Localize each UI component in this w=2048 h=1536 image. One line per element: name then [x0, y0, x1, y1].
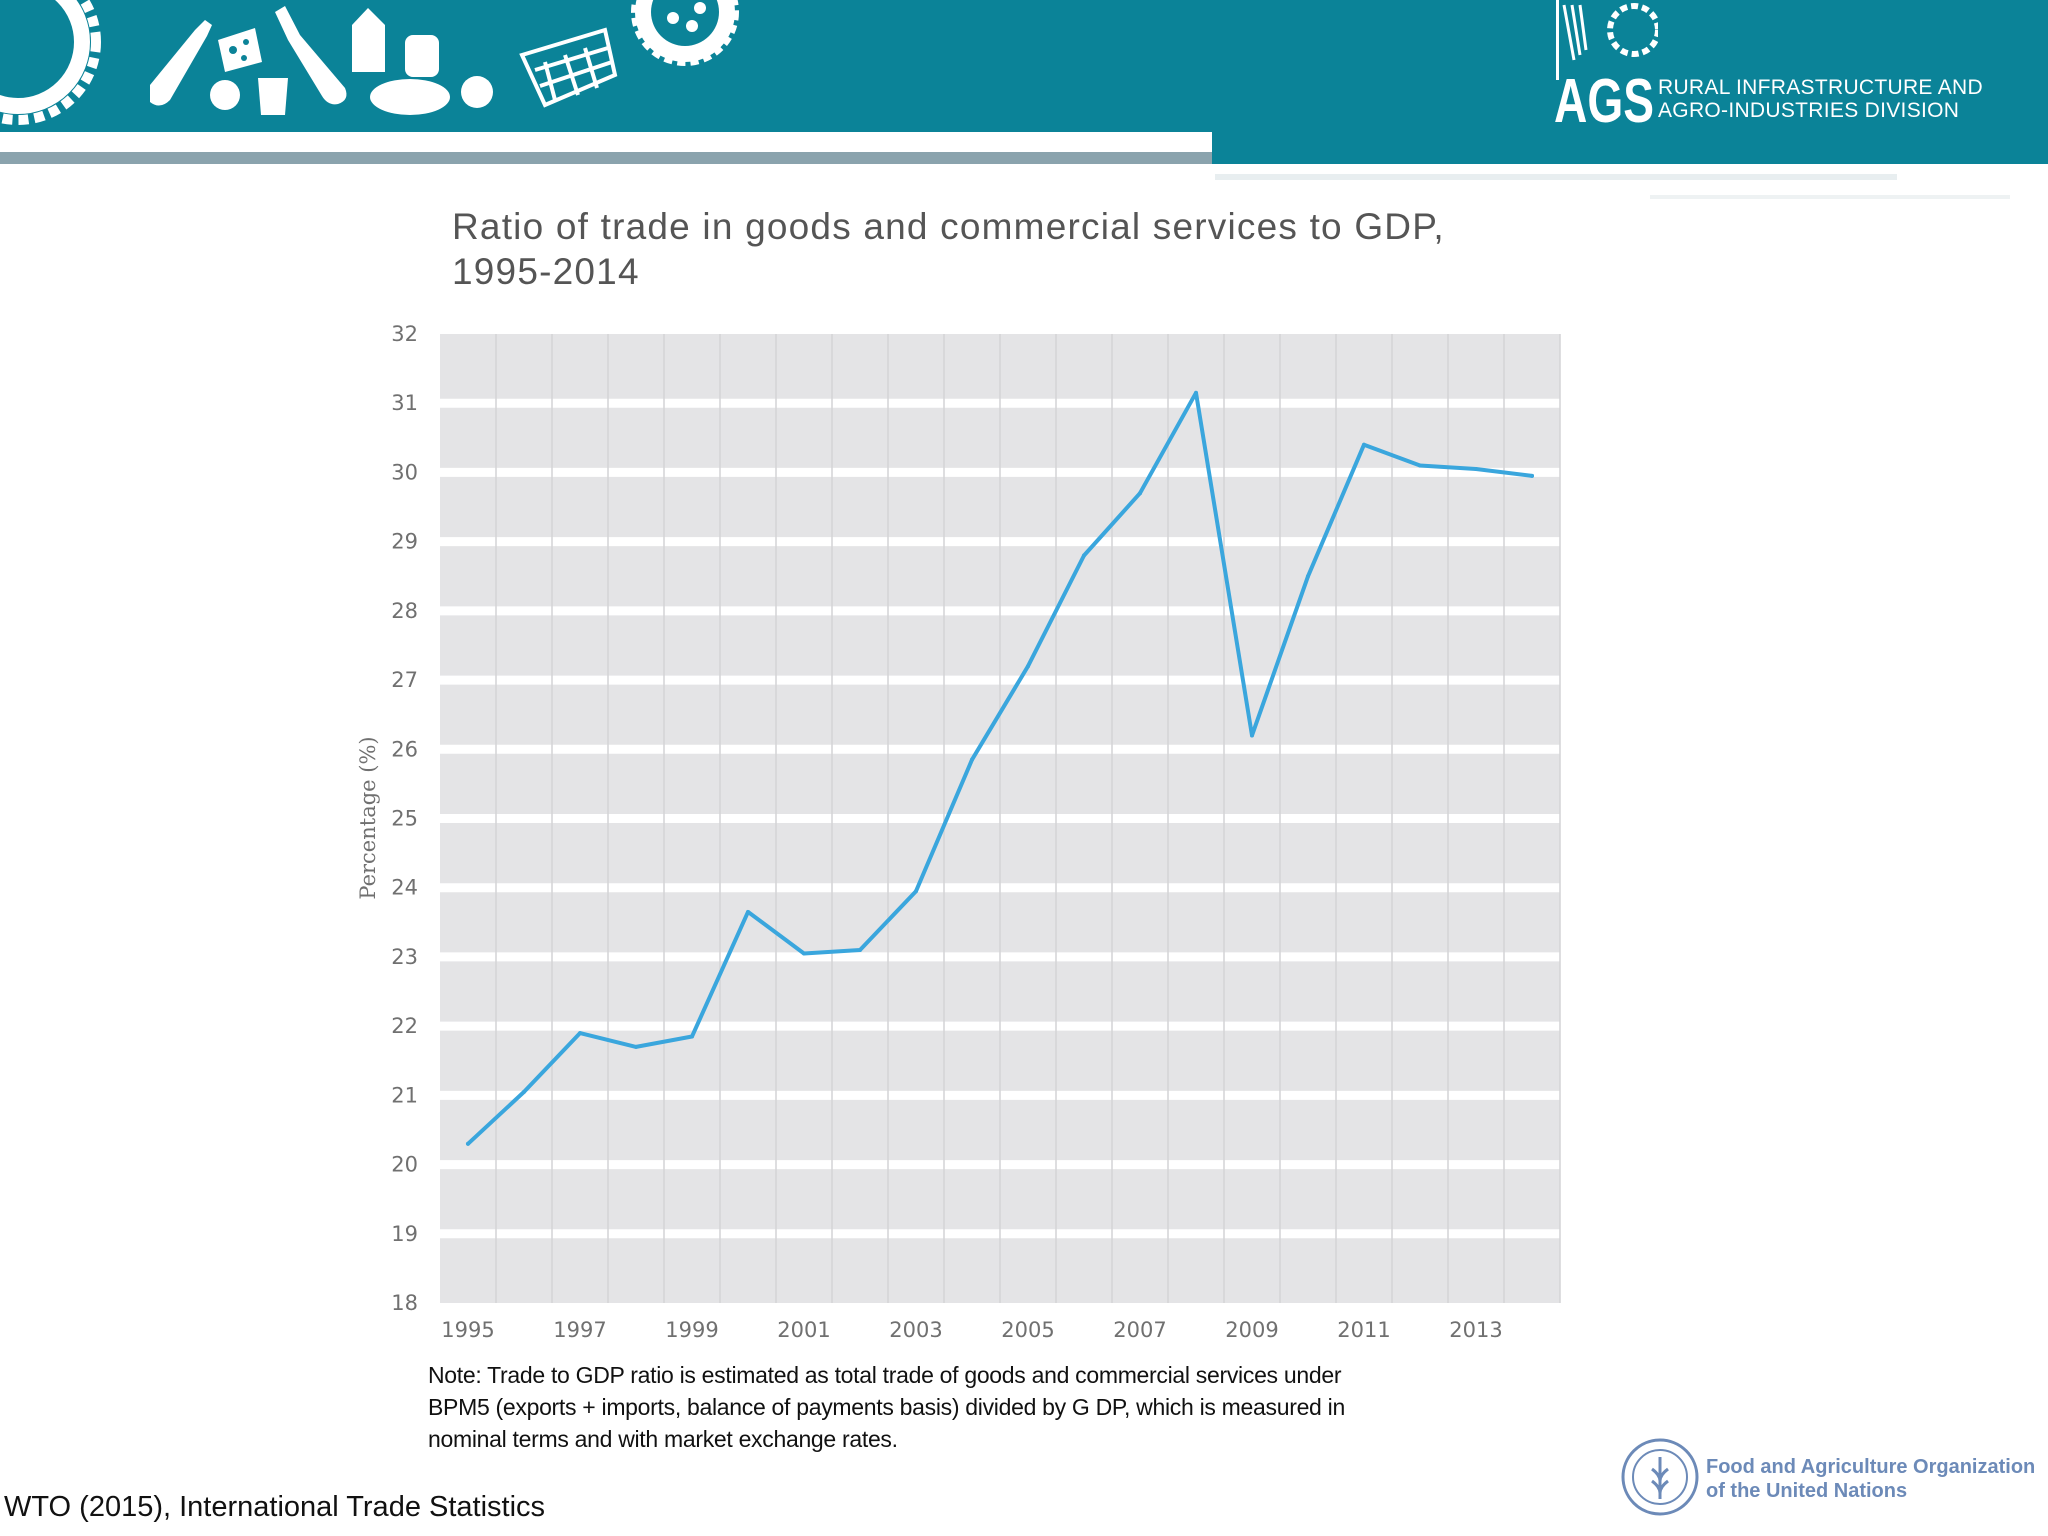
x-tick-label: 2003: [889, 1318, 942, 1342]
y-tick-label: 27: [391, 668, 418, 692]
fao-name: Food and Agriculture Organization of the…: [1706, 1455, 2035, 1503]
cup-icon: [258, 78, 288, 115]
data-point: [1474, 466, 1478, 471]
chart-title-line2: 1995-2014: [452, 251, 640, 292]
x-tick-label: 2011: [1337, 1318, 1390, 1342]
series-line: [466, 390, 1534, 1146]
y-axis-tick-labels: 18 19 20 21 22 23 24 25 26 27 28 29 30 31 32: [391, 322, 418, 1315]
data-point: [634, 1044, 638, 1049]
cheese-icon: [218, 28, 262, 72]
x-tick-label: 2001: [777, 1318, 830, 1342]
vertical-gridlines: [495, 334, 1561, 1303]
data-point: [1138, 491, 1142, 496]
data-point: [970, 757, 974, 762]
basket-icon: [519, 27, 618, 108]
data-point: [802, 951, 806, 956]
y-tick-label: 25: [391, 807, 418, 831]
tomato-icon: [461, 76, 493, 108]
x-tick-label: 2007: [1113, 1318, 1166, 1342]
data-point: [1026, 664, 1030, 669]
fao-name-line1: Food and Agriculture Organization: [1706, 1456, 2036, 1478]
x-tick-label: 1999: [665, 1318, 718, 1342]
data-point: [746, 909, 750, 914]
data-point: [466, 1141, 470, 1146]
x-tick-label: 1997: [553, 1318, 606, 1342]
y-tick-label: 21: [391, 1083, 418, 1107]
data-point: [1530, 473, 1534, 478]
y-tick-label: 26: [391, 737, 418, 761]
milk-carton-icon: [352, 8, 385, 72]
y-tick-label: 28: [391, 599, 418, 623]
note-line2: BPM5 (exports + imports, balance of paym…: [428, 1394, 1345, 1420]
bottle-icon: [150, 20, 212, 106]
ags-logo-text: AGS: [1554, 67, 1654, 132]
y-tick-label: 22: [391, 1014, 418, 1038]
division-name: RURAL INFRASTRUCTURE AND AGRO-INDUSTRIES…: [1658, 76, 1983, 122]
x-tick-label: 2009: [1225, 1318, 1278, 1342]
division-name-line2: AGRO-INDUSTRIES DIVISION: [1658, 99, 1960, 122]
y-tick-label: 24: [391, 876, 418, 900]
division-name-line1: RURAL INFRASTRUCTURE AND: [1658, 76, 1983, 99]
source-citation: WTO (2015), International Trade Statisti…: [4, 1491, 546, 1523]
data-point: [858, 948, 862, 953]
header-divider-line: [1215, 174, 1897, 180]
gear-icon: [631, 0, 739, 66]
y-axis-label: Percentage (%): [356, 736, 380, 899]
wine-bottle-icon: [275, 6, 347, 105]
y-tick-label: 30: [391, 460, 418, 484]
fao-logo: [1621, 1438, 1699, 1516]
chart-title: Ratio of trade in goods and commercial s…: [452, 204, 1552, 294]
chart-title-line1: Ratio of trade in goods and commercial s…: [452, 206, 1445, 247]
data-point: [914, 889, 918, 894]
y-tick-label: 23: [391, 945, 418, 969]
series-points: [466, 390, 1534, 1146]
data-point: [1306, 574, 1310, 579]
cup-icon: [405, 35, 439, 77]
chart-note: Note: Trade to GDP ratio is estimated as…: [428, 1359, 1438, 1455]
data-point: [578, 1031, 582, 1036]
gear-icon: [0, 0, 101, 125]
ags-logo: AGS: [1554, 0, 1658, 132]
x-tick-label: 2005: [1001, 1318, 1054, 1342]
bread-icon: [370, 79, 450, 115]
y-tick-label: 20: [391, 1153, 418, 1177]
banner-icons: [0, 0, 739, 125]
y-tick-label: 18: [391, 1291, 418, 1315]
header-divider-right: [1212, 132, 2048, 164]
note-line3: nominal terms and with market exchange r…: [428, 1426, 898, 1452]
data-point: [522, 1089, 526, 1094]
x-tick-label: 2013: [1449, 1318, 1502, 1342]
x-tick-label: 1995: [441, 1318, 494, 1342]
data-point: [1250, 733, 1254, 738]
data-point: [1362, 442, 1366, 447]
data-point: [690, 1034, 694, 1039]
header-banner: [0, 0, 2048, 132]
apple-icon: [210, 80, 240, 110]
note-line1: Note: Trade to GDP ratio is estimated as…: [428, 1362, 1342, 1388]
header-divider-left: [0, 152, 1212, 164]
y-tick-label: 31: [391, 391, 418, 415]
header-divider-line: [1650, 195, 2010, 199]
fao-name-line2: of the United Nations: [1706, 1480, 1908, 1502]
y-tick-label: 19: [391, 1222, 418, 1246]
data-point: [1194, 390, 1198, 395]
data-point: [1082, 553, 1086, 558]
y-tick-label: 29: [391, 530, 418, 554]
data-point: [1418, 463, 1422, 468]
x-axis-tick-labels: 1995 1997 1999 2001 2003 2005 2007 2009 2011 2013: [441, 1318, 1502, 1342]
y-tick-label: 32: [391, 322, 418, 346]
